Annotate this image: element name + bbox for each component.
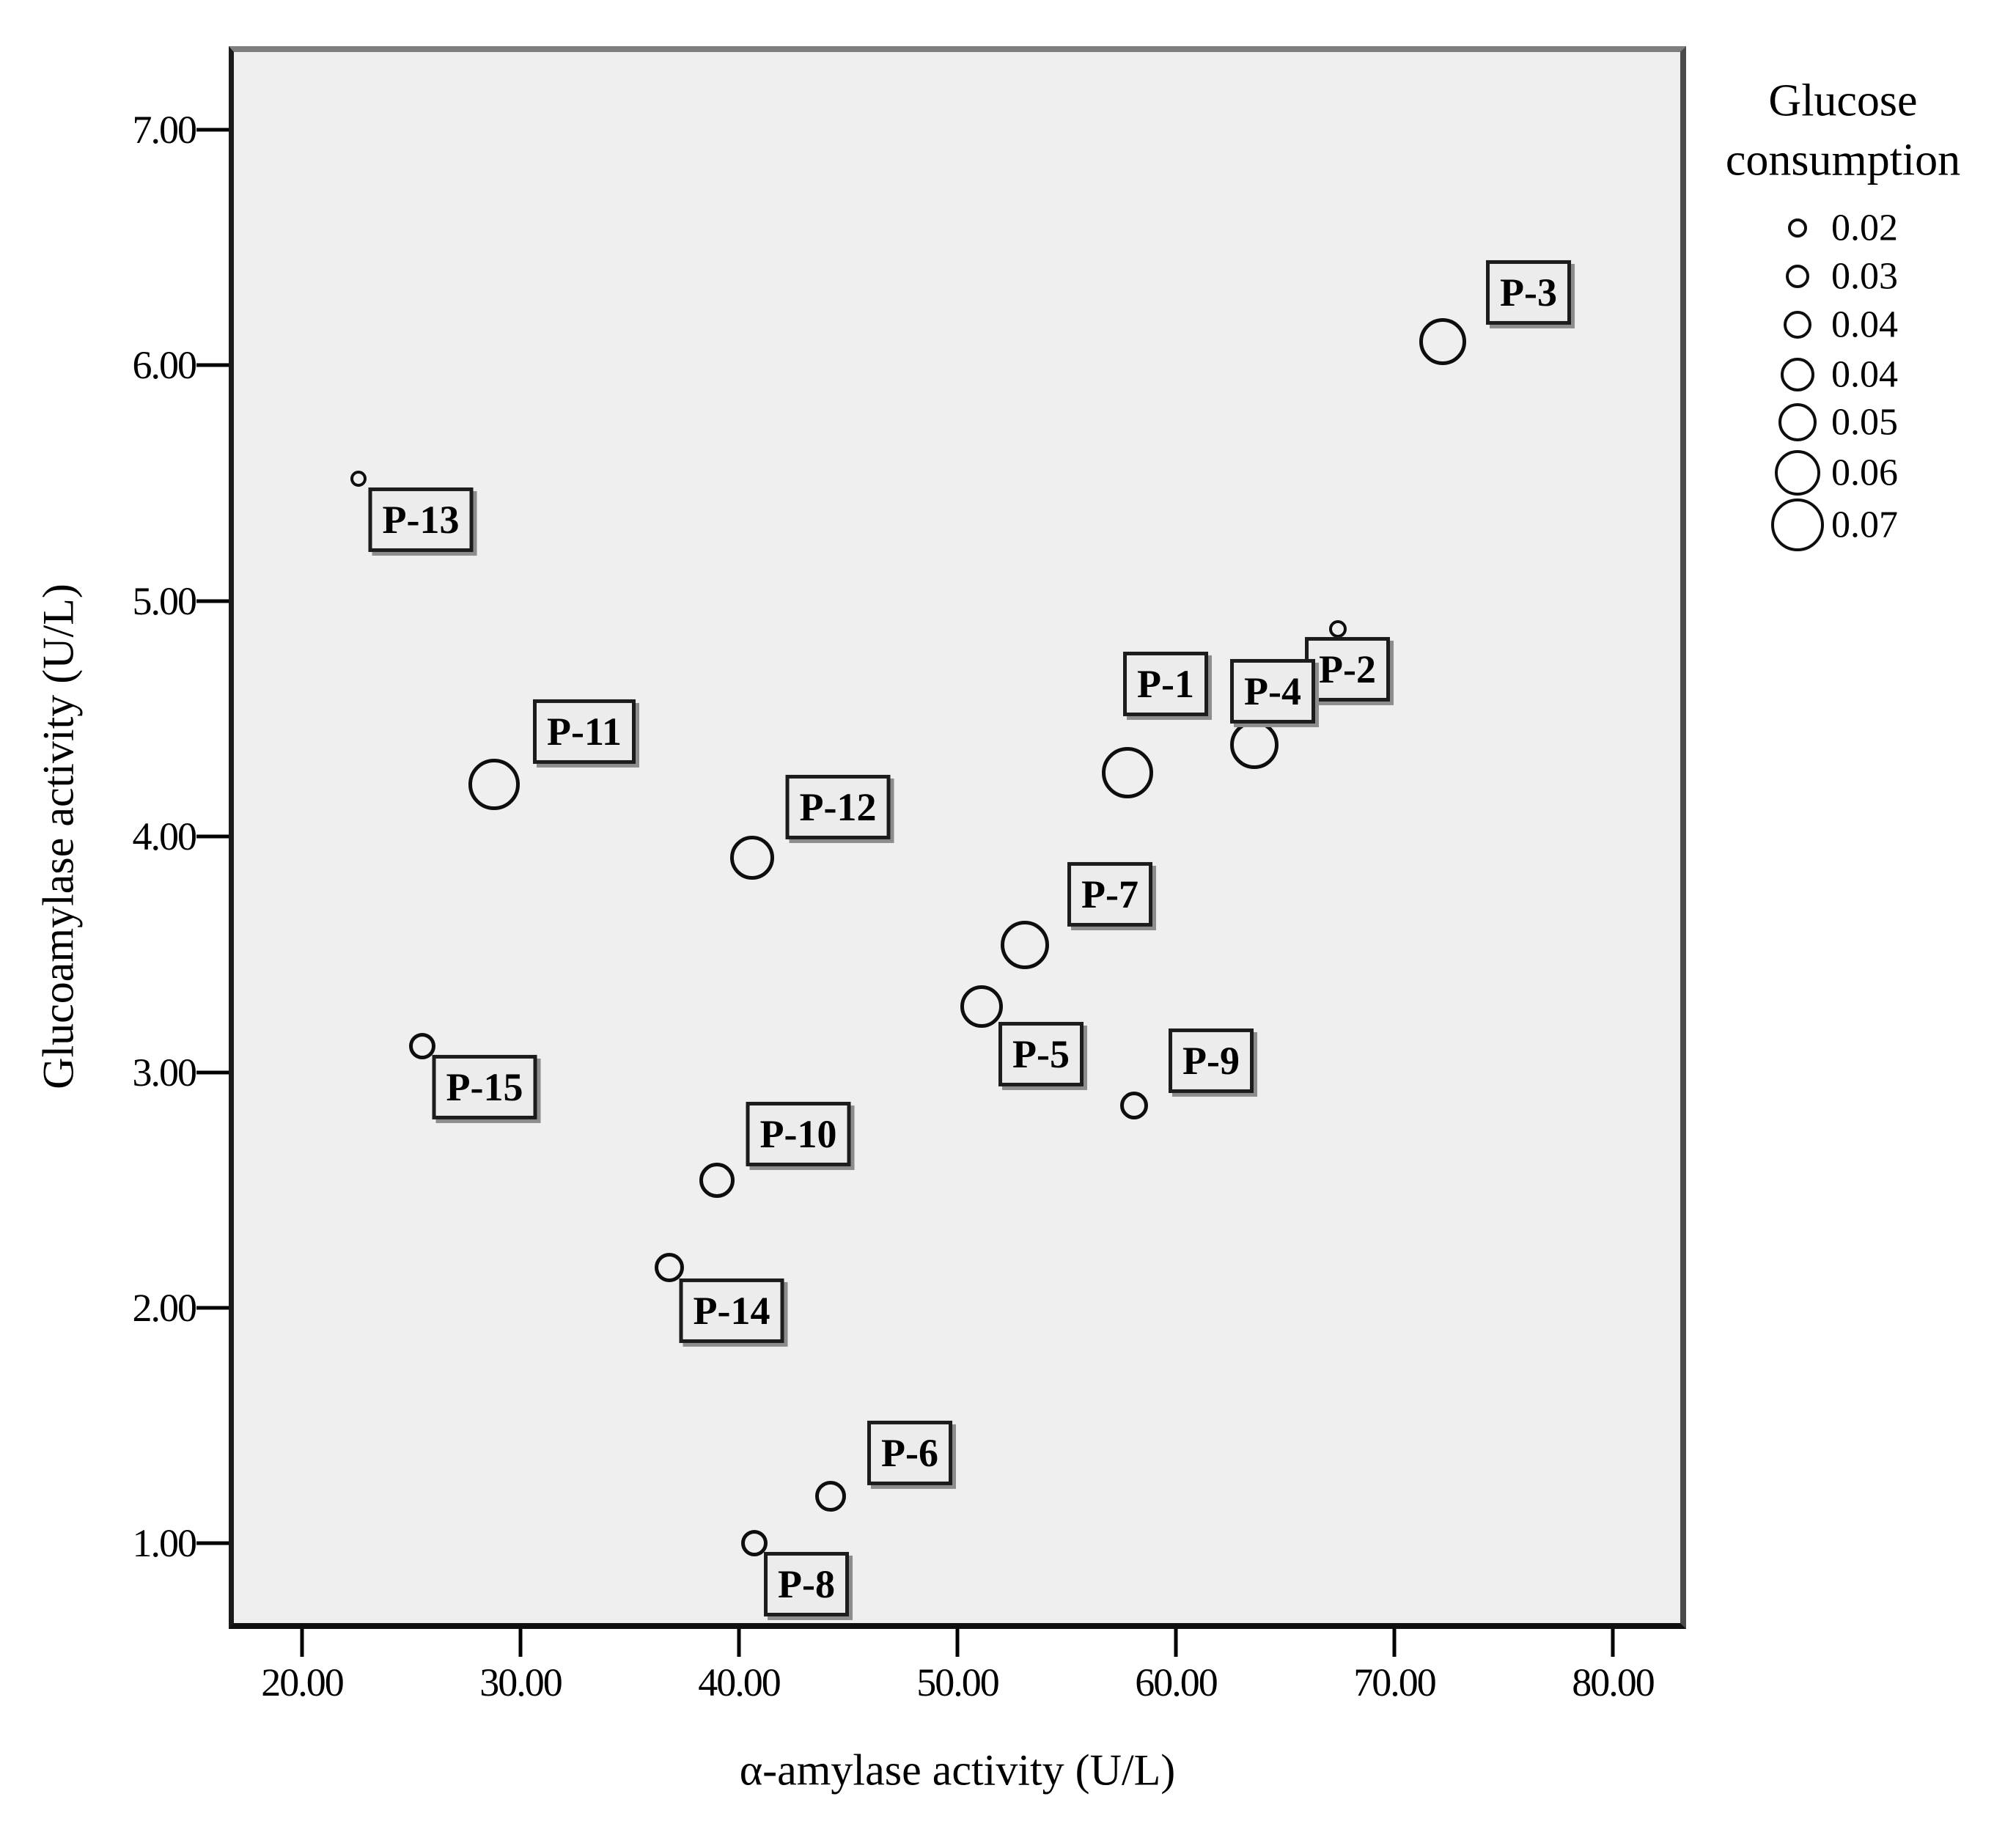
data-point-p-15: [408, 1033, 435, 1060]
data-point-p-4: [1230, 720, 1279, 769]
data-point-p-12: [729, 836, 774, 880]
point-label-p-14: P-14: [679, 1278, 784, 1344]
point-label-p-15: P-15: [432, 1054, 537, 1120]
point-label-p-6: P-6: [867, 1420, 952, 1486]
y-tick-label: 7.00: [132, 108, 197, 152]
x-tick-mark: [955, 1629, 960, 1657]
y-tick-mark: [196, 599, 229, 603]
point-label-p-13: P-13: [368, 487, 474, 553]
legend-title-line: consumption: [1725, 135, 1961, 185]
legend-size-label: 0.03: [1831, 255, 1898, 298]
data-point-p-10: [699, 1163, 735, 1199]
point-label-p-7: P-7: [1067, 861, 1152, 927]
legend-size-circle: [1778, 403, 1817, 441]
point-label-p-4: P-4: [1230, 658, 1315, 724]
x-tick-label: 40.00: [698, 1660, 781, 1704]
y-tick-mark: [196, 834, 229, 839]
legend-size-label: 0.07: [1831, 504, 1898, 546]
x-tick-label: 60.00: [1135, 1660, 1218, 1704]
point-label-p-9: P-9: [1169, 1028, 1254, 1094]
y-tick-mark: [196, 1541, 229, 1545]
legend-size-circle: [1788, 218, 1807, 238]
point-label-p-10: P-10: [746, 1101, 851, 1167]
x-tick-mark: [1174, 1629, 1178, 1657]
x-tick-mark: [1392, 1629, 1397, 1657]
y-tick-label: 1.00: [132, 1521, 197, 1566]
legend-size-label: 0.04: [1831, 304, 1898, 346]
data-point-p-13: [350, 470, 367, 487]
x-tick-label: 80.00: [1572, 1660, 1655, 1704]
legend-title-line: Glucose: [1768, 76, 1918, 126]
legend-size-label: 0.05: [1831, 401, 1898, 444]
y-tick-label: 4.00: [132, 814, 197, 859]
legend-size-circle: [1771, 499, 1824, 551]
point-label-p-11: P-11: [533, 699, 636, 765]
y-tick-label: 3.00: [132, 1050, 197, 1095]
y-tick-mark: [196, 1070, 229, 1075]
legend-size-circle: [1786, 265, 1809, 288]
y-tick-label: 2.00: [132, 1286, 197, 1330]
x-tick-mark: [737, 1629, 741, 1657]
y-tick-mark: [196, 1306, 229, 1310]
x-tick-mark: [518, 1629, 523, 1657]
legend-size-label: 0.04: [1831, 353, 1898, 396]
y-tick-mark: [196, 128, 229, 132]
x-tick-mark: [1611, 1629, 1615, 1657]
x-tick-label: 50.00: [916, 1660, 999, 1704]
y-tick-label: 6.00: [132, 343, 197, 388]
point-label-p-5: P-5: [998, 1021, 1084, 1087]
data-point-p-1: [1102, 747, 1154, 799]
data-point-p-6: [815, 1481, 847, 1512]
y-axis-title: Glucoamylase activity (U/L): [34, 584, 83, 1089]
legend-size-circle: [1781, 358, 1814, 391]
x-axis-title: α-amylase activity (U/L): [739, 1745, 1176, 1795]
point-label-p-3: P-3: [1486, 260, 1571, 325]
data-point-p-8: [740, 1530, 768, 1557]
legend-size-label: 0.06: [1831, 452, 1898, 494]
data-point-p-11: [468, 759, 520, 811]
point-label-p-12: P-12: [785, 774, 891, 840]
legend-size-label: 0.02: [1831, 207, 1898, 249]
legend-size-circle: [1784, 311, 1811, 339]
plot-area: [229, 46, 1686, 1629]
y-tick-mark: [196, 363, 229, 367]
point-label-p-8: P-8: [764, 1551, 849, 1617]
data-point-p-14: [654, 1253, 684, 1283]
x-tick-label: 30.00: [479, 1660, 562, 1704]
data-point-p-7: [1001, 921, 1050, 970]
data-point-p-5: [960, 985, 1003, 1028]
point-label-p-1: P-1: [1123, 651, 1208, 717]
data-point-p-2: [1328, 620, 1347, 639]
data-point-p-3: [1419, 318, 1466, 366]
y-tick-label: 5.00: [132, 578, 197, 623]
legend-title: Glucose consumption: [1726, 71, 1960, 189]
point-label-p-2: P-2: [1305, 636, 1390, 702]
x-tick-label: 70.00: [1353, 1660, 1436, 1704]
legend-size-circle: [1775, 450, 1820, 496]
x-tick-mark: [300, 1629, 304, 1657]
data-point-p-9: [1120, 1091, 1149, 1119]
x-tick-label: 20.00: [261, 1660, 344, 1704]
